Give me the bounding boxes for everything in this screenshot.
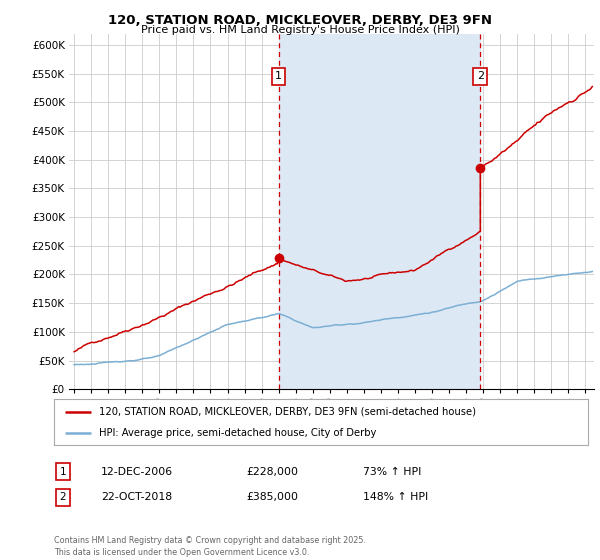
Bar xyxy=(278,34,481,389)
Text: Contains HM Land Registry data © Crown copyright and database right 2025.
This d: Contains HM Land Registry data © Crown c… xyxy=(54,536,366,557)
Text: Price paid vs. HM Land Registry's House Price Index (HPI): Price paid vs. HM Land Registry's House … xyxy=(140,25,460,35)
Text: £228,000: £228,000 xyxy=(246,466,298,477)
Text: 1: 1 xyxy=(275,71,282,81)
Text: 22-OCT-2018: 22-OCT-2018 xyxy=(101,492,172,502)
Text: 2: 2 xyxy=(59,492,67,502)
Text: 148% ↑ HPI: 148% ↑ HPI xyxy=(363,492,428,502)
Text: HPI: Average price, semi-detached house, City of Derby: HPI: Average price, semi-detached house,… xyxy=(100,428,377,438)
Text: 120, STATION ROAD, MICKLEOVER, DERBY, DE3 9FN: 120, STATION ROAD, MICKLEOVER, DERBY, DE… xyxy=(108,14,492,27)
Text: 73% ↑ HPI: 73% ↑ HPI xyxy=(363,466,421,477)
Text: 120, STATION ROAD, MICKLEOVER, DERBY, DE3 9FN (semi-detached house): 120, STATION ROAD, MICKLEOVER, DERBY, DE… xyxy=(100,407,476,417)
Text: £385,000: £385,000 xyxy=(246,492,298,502)
Text: 12-DEC-2006: 12-DEC-2006 xyxy=(101,466,173,477)
Text: 1: 1 xyxy=(59,466,67,477)
Text: 2: 2 xyxy=(477,71,484,81)
